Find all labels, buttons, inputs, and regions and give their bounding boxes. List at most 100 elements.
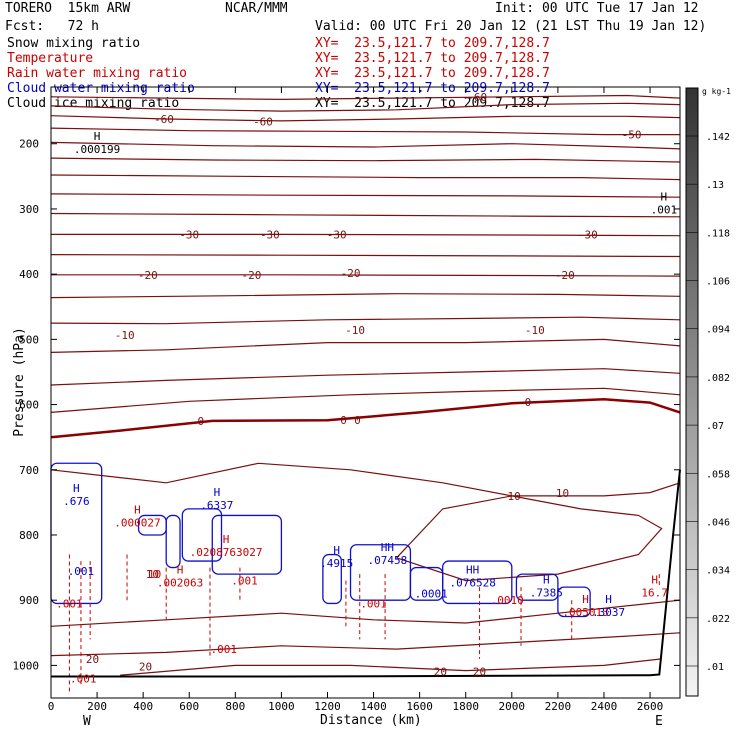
isotherm-label: -60 [253, 116, 273, 129]
colorbar-tick-label: .046 [706, 517, 730, 528]
x-tick-label: 1600 [406, 700, 433, 713]
isotherm-label: -30 [578, 228, 598, 241]
colorbar-tick-label: .142 [706, 132, 730, 143]
x-tick-label: 2200 [545, 700, 572, 713]
isotherm-label: 20 [139, 661, 152, 674]
extremum-marker: H [134, 504, 141, 517]
colorbar [685, 87, 699, 697]
x-tick-label: 600 [179, 700, 199, 713]
isotherm-label: -20 [341, 267, 361, 280]
colorbar-tick-label: .118 [706, 228, 730, 239]
colorbar-tick-label: .106 [706, 277, 730, 288]
model-title: TORERO 15km ARW [5, 1, 131, 16]
field-xy-snow: XY= 23.5,121.7 to 209.7,128.7 [315, 36, 550, 51]
isotherm-label: 10 [507, 490, 520, 503]
isotherm-label: 0 [197, 415, 204, 428]
extremum-value: .4915 [320, 557, 353, 570]
y-tick-label: 400 [19, 268, 39, 281]
extremum-value: .002063 [157, 577, 203, 590]
extremum-marker: H [651, 573, 658, 586]
isotherm-label: -10 [525, 324, 545, 337]
isotherm-line [120, 658, 662, 676]
isotherm-line [50, 338, 681, 353]
extremum-value: 16.7 [641, 586, 668, 599]
isotherm-label: 20 [434, 665, 447, 678]
field-name-rain: Rain water mixing ratio [7, 66, 188, 81]
colorbar-unit: g kg-1 [702, 87, 731, 96]
extremum-marker: H [73, 482, 80, 495]
isotherm-label: 10 [556, 487, 569, 500]
extremum-marker: H [605, 593, 612, 606]
isotherm-label: -20 [242, 269, 262, 282]
extremum-marker: H [661, 191, 668, 204]
valid-time: Valid: 00 UTC Fri 20 Jan 12 (21 LST Thu … [315, 19, 707, 34]
y-tick-label: 700 [19, 464, 39, 477]
extremum-value: .001 [651, 204, 678, 217]
isotherm-line [50, 632, 681, 657]
y-tick-label: 600 [19, 399, 39, 412]
isotherm-line [50, 174, 681, 181]
isotherm-label: -10 [115, 329, 135, 342]
cloud-water-contour [181, 508, 223, 562]
terrain-surface-line [51, 469, 681, 678]
cloud-water-contour [211, 514, 283, 575]
center-title: NCAR/MMM [225, 1, 288, 16]
isotherm-line [50, 462, 681, 497]
contour-value-label: .001 [211, 643, 238, 656]
y-tick-label: 800 [19, 529, 39, 542]
isotherm-line [50, 254, 681, 258]
colorbar-tick-label: .034 [706, 566, 730, 577]
x-tick-label: 1200 [314, 700, 341, 713]
isotherm-line [50, 193, 681, 198]
isotherm-label: 10 [146, 568, 159, 581]
isotherm-label: 0 [354, 414, 361, 427]
x-tick-label: 2000 [499, 700, 526, 713]
isotherm-label: -10 [345, 324, 365, 337]
field-name-snow: Snow mixing ratio [7, 36, 141, 51]
contour-value-label: 10 [148, 568, 161, 581]
field-name-temperature: Temperature [7, 51, 94, 66]
colorbar-tick-label: .082 [706, 373, 730, 384]
cloud-water-contour [442, 560, 513, 605]
isotherm-label: 0 [525, 396, 532, 409]
extremum-value: .3037 [592, 606, 625, 619]
colorbar-tick-label: .13 [706, 180, 724, 191]
isotherm-line [50, 141, 681, 150]
colorbar-tick-label: .07 [706, 421, 724, 432]
isotherm-label: -20 [555, 269, 575, 282]
isotherm-label: -30 [179, 228, 199, 241]
west-endpoint: W [83, 714, 91, 729]
extremum-marker: H [214, 486, 221, 499]
east-endpoint: E [655, 714, 663, 729]
extremum-value: .000199 [74, 143, 120, 156]
isotherm-line [50, 127, 680, 136]
isotherm-line [50, 102, 681, 112]
cloud-water-contour [557, 586, 591, 618]
isotherm-label: -20 [138, 269, 158, 282]
isotherm-label: 0 [340, 414, 347, 427]
cloud-water-contour [322, 553, 342, 605]
contour-value-label: .001 [231, 575, 258, 588]
plot-frame [50, 86, 681, 699]
isotherm-label: -30 [260, 228, 280, 241]
y-axis-label: Pressure (hPa) [11, 327, 27, 437]
isotherm-line [50, 368, 681, 386]
extremum-value: .7385 [530, 586, 563, 599]
extremum-marker: H [94, 130, 101, 143]
x-tick-label: 1800 [452, 700, 479, 713]
contour-value-label: .0010 [491, 594, 524, 607]
colorbar-tick-label: .058 [706, 469, 730, 480]
x-axis-label: Distance (km) [320, 713, 422, 728]
extremum-value: .07458 [368, 554, 408, 567]
y-tick-label: 200 [19, 138, 39, 151]
contour-value-label: .001 [70, 672, 97, 685]
x-tick-label: 1000 [268, 700, 295, 713]
extremum-marker: H [543, 573, 550, 586]
isotherm-line [51, 233, 681, 237]
extremum-value: .0208763027 [190, 546, 263, 559]
cloud-water-contour [515, 573, 559, 601]
cloud-water-contour [165, 514, 181, 569]
forecast-hour: Fcst: 72 h [5, 19, 99, 34]
colorbar-tick-label: .094 [706, 325, 730, 336]
